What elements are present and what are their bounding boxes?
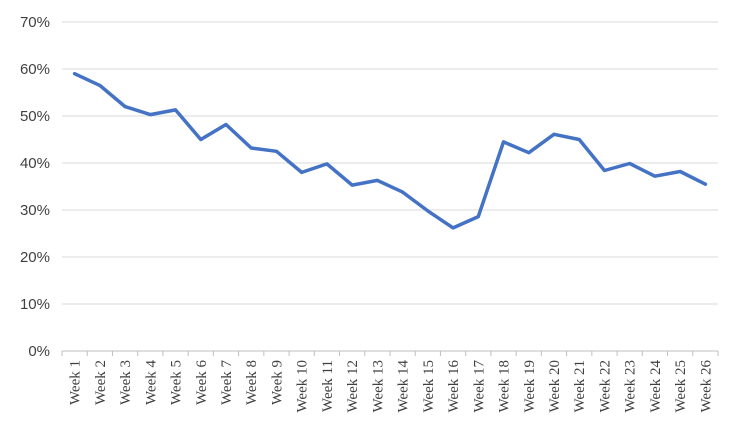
x-tick-label: Week 21 (572, 360, 588, 413)
data-point (123, 105, 127, 109)
series-line (72, 71, 708, 230)
y-tick-label: 10% (20, 296, 50, 313)
x-tick-label: Week 18 (497, 360, 513, 413)
x-tick-label: Week 9 (269, 360, 285, 405)
data-point (375, 178, 379, 182)
y-axis-tick-labels: 0% 10% 20% 30% 40% 50% 60% 70% (20, 14, 50, 360)
data-point (703, 182, 707, 186)
y-tick-label: 60% (20, 61, 50, 78)
y-tick-label: 50% (20, 108, 50, 125)
x-tick-label: Week 24 (648, 360, 664, 413)
x-tick-label: Week 3 (118, 360, 134, 405)
data-point (602, 169, 606, 173)
data-point (451, 226, 455, 230)
x-tick-label: Week 6 (194, 360, 210, 406)
data-point (577, 138, 581, 141)
gridlines (62, 21, 718, 352)
data-point (653, 174, 657, 178)
y-tick-label: 0% (28, 343, 50, 360)
x-tick-label: Week 19 (522, 360, 538, 413)
y-tick-label: 30% (20, 202, 50, 219)
data-point (502, 140, 506, 144)
data-point (476, 215, 480, 219)
y-tick-label: 70% (20, 14, 50, 31)
data-point (224, 122, 228, 126)
x-tick-label: Week 17 (471, 360, 487, 413)
data-point (350, 183, 354, 187)
x-tick-label: Week 26 (698, 360, 714, 413)
data-point (98, 83, 102, 87)
series-layer (72, 71, 708, 230)
x-tick-label: Week 23 (623, 360, 639, 413)
data-point (325, 162, 329, 166)
y-tick-label: 40% (20, 155, 50, 172)
x-tick-label: Week 4 (143, 360, 159, 406)
data-point (678, 169, 682, 173)
x-tick-label: Week 14 (396, 360, 412, 413)
data-point (73, 72, 77, 76)
data-point (148, 113, 152, 117)
x-tick-label: Week 13 (370, 360, 386, 413)
x-tick-label: Week 2 (93, 360, 109, 405)
data-point (174, 108, 178, 112)
x-tick-label: Week 12 (345, 360, 361, 413)
data-point (401, 190, 405, 194)
x-tick-label: Week 5 (169, 360, 185, 405)
x-tick-label: Week 22 (597, 360, 613, 413)
data-point (628, 161, 632, 165)
x-tick-label: Week 7 (219, 360, 235, 406)
data-point (249, 146, 253, 150)
x-tick-label: Week 25 (673, 360, 689, 413)
data-point (199, 138, 203, 141)
x-tick-label: Week 11 (320, 360, 336, 412)
data-point (300, 170, 304, 174)
data-point (552, 132, 556, 136)
x-axis-tick-labels: Week 1 Week 2 Week 3 Week 4 Week 5 Week 6 Week… (61, 351, 719, 413)
x-tick-label: Week 8 (244, 360, 260, 405)
x-tick-label: Week 15 (421, 360, 437, 413)
data-point (274, 149, 278, 153)
data-point (527, 151, 531, 155)
data-point (426, 209, 430, 213)
y-tick-label: 20% (20, 249, 50, 266)
x-tick-label: Week 20 (547, 360, 563, 413)
x-tick-label: Week 16 (446, 360, 462, 413)
x-tick-label: Week 10 (295, 360, 311, 413)
x-tick-label: Week 1 (68, 360, 84, 405)
